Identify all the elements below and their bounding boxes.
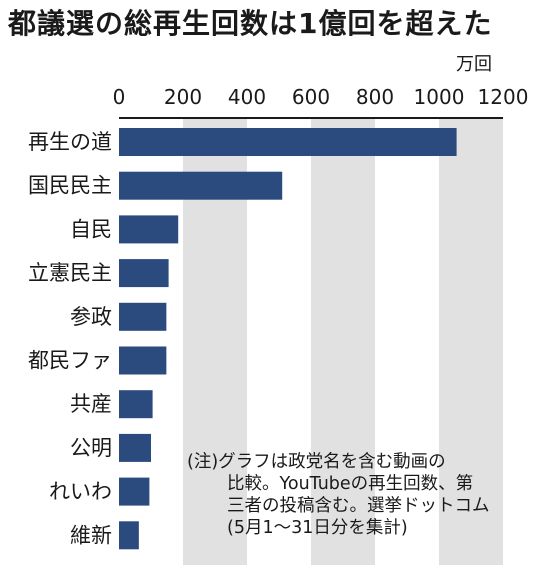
tick-label-200: 200 (164, 85, 202, 109)
note-line-1: (注)グラフは政党名を含む動画の (187, 452, 446, 472)
category-label-7: 共産 (70, 392, 112, 416)
bar-8 (119, 433, 151, 462)
bar-2 (119, 171, 283, 200)
bars (119, 128, 457, 550)
category-label-1: 再生の道 (28, 130, 112, 154)
chart-title: 都議選の総再生回数は1億回を超えた (8, 7, 493, 40)
note-line-2: 比較。YouTubeの再生回数、第 (227, 474, 474, 494)
tick-label-600: 600 (292, 85, 330, 109)
tick-label-1200: 1200 (478, 85, 529, 109)
bar-3 (119, 215, 179, 244)
category-label-9: れいわ (49, 480, 112, 504)
bar-9 (119, 477, 150, 506)
bar-6 (119, 346, 167, 375)
category-label-3: 自民 (70, 217, 112, 241)
bar-5 (119, 302, 167, 331)
note-line-4: (5月1〜31日分を集計) (227, 518, 408, 538)
tick-label-0: 0 (113, 85, 126, 109)
bar-4 (119, 259, 169, 288)
category-label-6: 都民ファ (28, 349, 112, 373)
x-axis: 0 200 400 600 800 1000 1200 万回 (113, 54, 529, 119)
category-label-5: 参政 (70, 305, 112, 329)
band-600 (311, 118, 375, 565)
category-label-8: 公明 (70, 436, 112, 460)
tick-label-1000: 1000 (414, 85, 465, 109)
tick-label-400: 400 (228, 85, 266, 109)
category-label-10: 維新 (70, 523, 112, 547)
category-label-4: 立憲民主 (28, 261, 112, 285)
band-1000 (439, 118, 503, 565)
bar-1 (119, 128, 457, 156)
bar-10 (119, 521, 139, 550)
tick-label-800: 800 (356, 85, 394, 109)
chart-note: (注)グラフは政党名を含む動画の 比較。YouTubeの再生回数、第 三者の投稿… (187, 451, 532, 539)
bar-7 (119, 390, 153, 419)
unit-label: 万回 (456, 54, 492, 75)
category-label-2: 国民民主 (28, 174, 112, 198)
note-line-3: 三者の投稿含む。選挙ドットコム (227, 496, 490, 516)
